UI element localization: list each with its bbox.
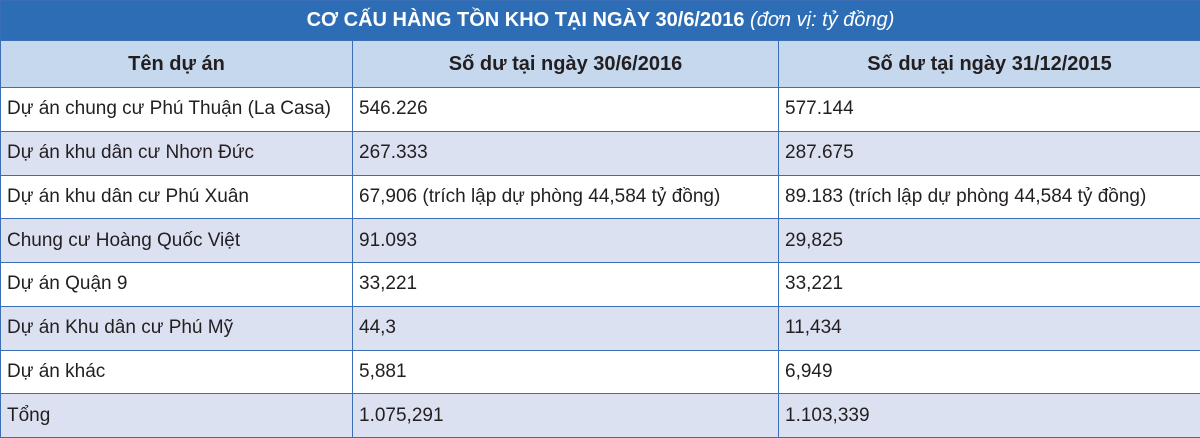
table-cell: 1.075,291 [353,394,779,438]
table-cell: Dự án khu dân cư Nhơn Đức [1,131,353,175]
table-cell: Dự án Quận 9 [1,263,353,307]
table-cell: 267.333 [353,131,779,175]
table-cell: 29,825 [779,219,1200,263]
table-cell: 11,434 [779,306,1200,350]
table-cell: Tổng [1,394,353,438]
table-cell: 546.226 [353,88,779,132]
table-cell: Dự án Khu dân cư Phú Mỹ [1,306,353,350]
table-cell: Dự án khác [1,350,353,394]
table-cell: 1.103,339 [779,394,1200,438]
title-unit: (đơn vị: tỷ đồng) [750,9,894,31]
table-cell: 6,949 [779,350,1200,394]
table-cell: 5,881 [353,350,779,394]
table-row: Dự án chung cư Phú Thuận (La Casa)546.22… [1,88,1200,132]
table-cell: 67,906 (trích lập dự phòng 44,584 tỷ đồn… [353,175,779,219]
table-cell: Dự án khu dân cư Phú Xuân [1,175,353,219]
table-cell: 44,3 [353,306,779,350]
table-cell: Dự án chung cư Phú Thuận (La Casa) [1,88,353,132]
column-header: Tên dự án [1,41,353,88]
table-cell: 89.183 (trích lập dự phòng 44,584 tỷ đồn… [779,175,1200,219]
table-cell: 287.675 [779,131,1200,175]
table-cell: 577.144 [779,88,1200,132]
table-title: CƠ CẤU HÀNG TỒN KHO TẠI NGÀY 30/6/2016 (… [1,1,1200,41]
column-header: Số dư tại ngày 31/12/2015 [779,41,1200,88]
title-main: CƠ CẤU HÀNG TỒN KHO TẠI NGÀY 30/6/2016 [307,9,745,31]
table-cell: 91.093 [353,219,779,263]
column-header: Số dư tại ngày 30/6/2016 [353,41,779,88]
table-cell: 33,221 [779,263,1200,307]
title-row: CƠ CẤU HÀNG TỒN KHO TẠI NGÀY 30/6/2016 (… [1,1,1200,41]
table-cell: Chung cư Hoàng Quốc Việt [1,219,353,263]
table-cell: 33,221 [353,263,779,307]
